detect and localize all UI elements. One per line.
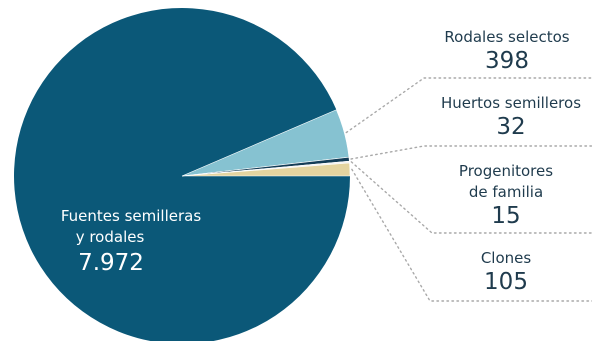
slice-clones (181, 162, 351, 177)
leader-rodales-selectos (345, 77, 592, 134)
label-fuentes-semilleras-line2: y rodales (76, 228, 145, 246)
value-fuentes-semilleras: 7.972 (78, 250, 144, 276)
value-rodales-selectos: 398 (485, 48, 529, 74)
pie-slices (14, 8, 351, 341)
leader-progenitores (350, 161, 592, 234)
value-progenitores: 15 (491, 203, 520, 229)
value-clones: 105 (484, 269, 528, 295)
leader-clones (351, 168, 592, 302)
leader-huertos-semilleros (350, 145, 592, 160)
slice-fuentes-semilleras (14, 8, 350, 341)
label-progenitores-line2: de familia (469, 183, 543, 201)
label-rodales-selectos: Rodales selectos (444, 28, 569, 46)
label-progenitores-line1: Progenitores (459, 162, 553, 180)
label-huertos-semilleros: Huertos semilleros (441, 94, 581, 112)
leader-lines (345, 77, 592, 302)
label-clones: Clones (481, 249, 532, 267)
value-huertos-semilleros: 32 (496, 114, 525, 140)
label-fuentes-semilleras-line1: Fuentes semilleras (61, 207, 201, 225)
